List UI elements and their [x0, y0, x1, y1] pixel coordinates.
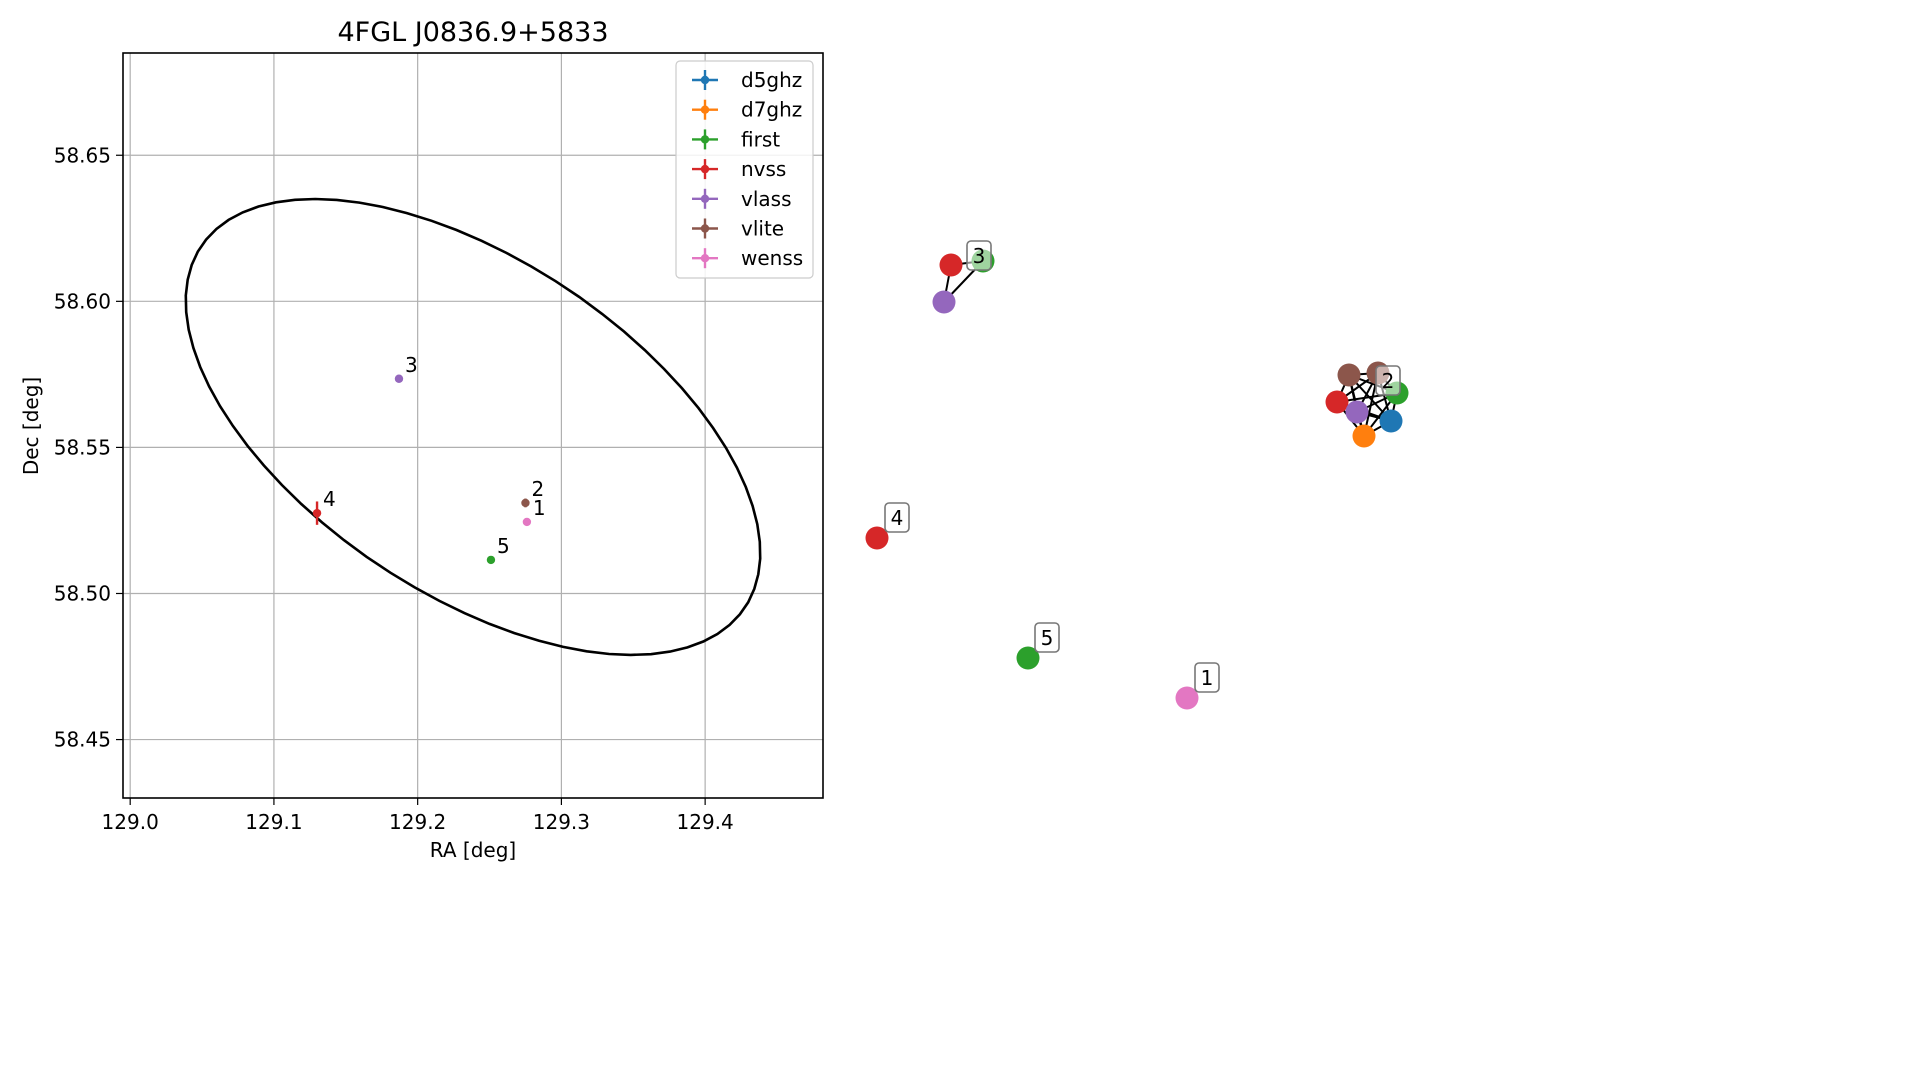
data-points — [312, 374, 532, 565]
legend-label: wenss — [741, 246, 803, 270]
network-label-box — [966, 240, 992, 271]
network-labels: 3 2 4 5 1 — [884, 240, 1401, 693]
y-tick-label: 58.65 — [54, 143, 111, 167]
point-vlass — [394, 374, 404, 383]
x-tick-label: 129.4 — [677, 810, 734, 834]
network-node — [1175, 686, 1199, 710]
legend-dot-first — [700, 135, 710, 144]
y-tick-label: 58.45 — [54, 728, 111, 752]
network-nodes — [865, 249, 1409, 710]
x-tick-label: 129.1 — [245, 810, 302, 834]
point-nvss — [312, 508, 322, 518]
y-axis-label: Dec [deg] — [19, 377, 43, 475]
legend-label: vlass — [741, 187, 792, 211]
point-annotations: 12 3 4 5 — [323, 353, 546, 558]
network-label-text: 5 — [1041, 626, 1054, 650]
chart-title: 4FGL J0836.9+5833 — [337, 17, 608, 48]
network-node — [1337, 363, 1361, 387]
legend-dot-wenss — [700, 254, 710, 263]
network-node — [939, 253, 963, 277]
y-axis-ticks: 58.45 58.50 58.55 58.60 58.65 — [54, 143, 123, 752]
network-node — [1345, 400, 1369, 424]
legend-label: vlite — [741, 217, 784, 241]
legend-label: first — [741, 127, 780, 151]
network-label-text: 2 — [1382, 369, 1395, 393]
network-label-box — [1194, 662, 1220, 693]
x-axis-ticks: 129.0 129.1 129.2 129.3 129.4 — [102, 798, 734, 834]
x-tick-label: 129.0 — [102, 810, 159, 834]
network-label: 1 — [1194, 662, 1220, 693]
point-annotation: 5 — [497, 534, 510, 558]
x-axis-label: RA [deg] — [430, 838, 516, 862]
point-annotation: 3 — [405, 353, 418, 377]
network-node — [865, 526, 889, 550]
network-node — [1016, 646, 1040, 670]
legend-label: nvss — [741, 157, 786, 181]
point-wenss — [522, 517, 532, 527]
legend-dot-nvss — [700, 164, 710, 174]
legend: d5ghz d7ghz first nvss vlass vlite wenss — [675, 60, 814, 279]
error-ellipse-path — [184, 197, 762, 657]
y-tick-label: 58.60 — [54, 289, 111, 313]
y-tick-label: 58.50 — [54, 581, 111, 605]
legend-dot-d7ghz — [700, 105, 710, 114]
network-node — [1352, 424, 1376, 448]
point-annotation: 2 — [531, 477, 544, 501]
point-first — [486, 555, 496, 565]
network-label-box — [884, 502, 910, 533]
legend-dot-vlite — [700, 224, 710, 233]
network-node — [1379, 409, 1403, 433]
x-tick-label: 129.3 — [533, 810, 590, 834]
network-label: 5 — [1034, 622, 1060, 653]
network-label-box — [1034, 622, 1060, 653]
network-label-text: 3 — [973, 244, 986, 268]
legend-label: d5ghz — [741, 68, 802, 92]
point-annotation: 1 — [533, 496, 546, 520]
network-label: 3 — [966, 240, 992, 271]
network-node — [1325, 390, 1349, 414]
point-vlite — [521, 498, 530, 508]
error-ellipse — [184, 197, 762, 657]
legend-label: d7ghz — [741, 98, 802, 122]
point-annotation: 4 — [323, 487, 336, 511]
x-tick-label: 129.2 — [389, 810, 446, 834]
network-graph: 3 2 4 5 1 — [865, 240, 1409, 710]
network-label: 2 — [1375, 365, 1401, 396]
network-label-text: 1 — [1201, 666, 1214, 690]
y-tick-label: 58.55 — [54, 435, 111, 459]
legend-box — [675, 60, 814, 279]
network-label-text: 4 — [891, 506, 904, 530]
legend-dot-d5ghz — [700, 75, 710, 85]
plot-frame — [122, 52, 824, 799]
network-label-box — [1375, 365, 1401, 396]
network-label: 4 — [884, 502, 910, 533]
network-node — [932, 290, 956, 314]
legend-dot-vlass — [700, 194, 710, 203]
